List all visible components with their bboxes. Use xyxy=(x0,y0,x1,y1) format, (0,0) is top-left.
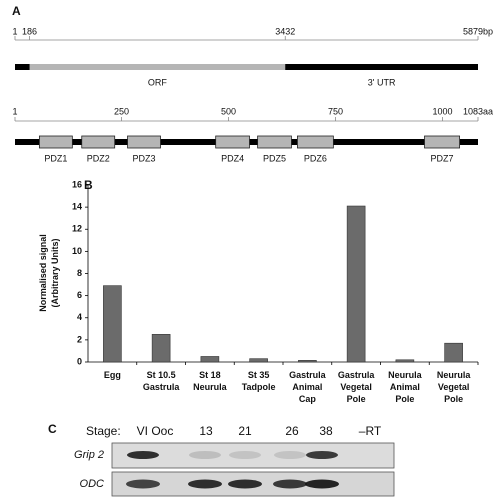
tick-label: 1 xyxy=(12,106,17,116)
x-label-line: Pole xyxy=(395,394,414,404)
gel-band xyxy=(228,479,262,489)
bar xyxy=(298,360,317,363)
pdz-domain xyxy=(215,135,250,149)
y-tick-label: 0 xyxy=(77,356,82,366)
pdz-label: PDZ3 xyxy=(133,153,156,163)
bar xyxy=(151,334,171,363)
y-label-line: Normalised signal xyxy=(38,234,48,312)
x-tick-label: St 35 Tadpole xyxy=(242,370,276,392)
x-label-line: Neurula xyxy=(193,382,228,392)
gel-band xyxy=(306,451,338,459)
lane-label: –RT xyxy=(359,424,382,438)
bar xyxy=(444,342,463,363)
x-label-line: Gastrula xyxy=(289,370,327,380)
tick-label: 186 xyxy=(22,26,37,36)
lane-label: 26 xyxy=(285,424,299,438)
bar xyxy=(346,205,366,363)
x-label-line: Gastrula xyxy=(338,370,376,380)
y-tick-label: 6 xyxy=(77,290,82,300)
pdz-domain xyxy=(81,135,116,149)
tick-label: 500 xyxy=(221,106,236,116)
y-tick-label: 16 xyxy=(72,179,82,189)
pdz-domain xyxy=(127,135,161,149)
pdz-label: PDZ5 xyxy=(263,153,286,163)
gel-band xyxy=(127,451,159,459)
bar xyxy=(395,359,415,363)
x-label-line: Pole xyxy=(444,394,463,404)
orf-region xyxy=(29,64,286,70)
pdz-domain xyxy=(38,135,73,149)
row-label: ODC xyxy=(80,478,105,490)
utr-label: 3' UTR xyxy=(368,77,396,87)
tick-label: 750 xyxy=(328,106,343,116)
x-label-line: Vegetal xyxy=(340,382,372,392)
gel-band xyxy=(188,479,222,489)
pdz-domain xyxy=(297,135,334,149)
x-tick-label: Neurula Vegetal Pole xyxy=(437,370,472,404)
y-label-line: (Arbitrary Units) xyxy=(50,238,60,307)
x-tick-label: Gastrula Vegetal Pole xyxy=(338,370,376,404)
gel-band xyxy=(274,451,306,459)
y-tick-label: 12 xyxy=(72,224,82,234)
y-tick-label: 2 xyxy=(77,334,82,344)
tick-label: 1000 xyxy=(432,106,452,116)
y-axis-label: Normalised signal (Arbitrary Units) xyxy=(38,234,60,312)
x-tick-label: Egg xyxy=(104,370,121,380)
x-label-line: Egg xyxy=(104,370,121,380)
pdz-domain xyxy=(424,135,460,149)
bar xyxy=(249,358,268,363)
lane-label: 38 xyxy=(319,424,333,438)
panel-label: A xyxy=(12,4,21,18)
x-tick-label: St 10.5 Gastrula xyxy=(143,370,181,392)
tick-label: 250 xyxy=(114,106,129,116)
x-tick-label: Gastrula Animal Cap xyxy=(289,370,327,404)
pdz-domain xyxy=(257,135,292,149)
x-label-line: St 10.5 xyxy=(147,370,176,380)
x-label-line: St 35 xyxy=(248,370,270,380)
gel-band xyxy=(189,451,221,459)
y-tick-label: 14 xyxy=(72,202,82,212)
panel-label: B xyxy=(84,178,93,192)
lane-label: VI Ooc xyxy=(137,424,174,438)
x-label-line: Gastrula xyxy=(143,382,181,392)
y-tick-label: 4 xyxy=(77,312,82,322)
tick-label: 3432 xyxy=(275,26,295,36)
gel-band xyxy=(229,451,261,459)
x-label-line: Tadpole xyxy=(242,382,276,392)
gel-band xyxy=(273,479,307,489)
tick-label: 1 xyxy=(12,26,17,36)
x-label-line: Neurula xyxy=(388,370,423,380)
row-label: Grip 2 xyxy=(74,449,104,461)
x-label-line: Pole xyxy=(347,394,366,404)
lane-label: 21 xyxy=(238,424,252,438)
pdz-label: PDZ1 xyxy=(44,153,67,163)
orf-label: ORF xyxy=(148,77,168,87)
tick-label: 1083aa xyxy=(463,106,493,116)
pdz-label: PDZ4 xyxy=(221,153,244,163)
tick-label: 5879bp xyxy=(463,26,493,36)
x-label-line: Neurula xyxy=(437,370,472,380)
stage-label: Stage: xyxy=(86,424,121,438)
x-label-line: Vegetal xyxy=(438,382,470,392)
gel-band xyxy=(126,479,160,489)
panel-label: C xyxy=(48,422,57,436)
x-label-line: Cap xyxy=(299,394,317,404)
y-tick-label: 8 xyxy=(77,268,82,278)
gel-strip xyxy=(111,442,395,469)
x-label-line: Animal xyxy=(390,382,420,392)
y-tick-label: 10 xyxy=(72,246,82,256)
pdz-label: PDZ2 xyxy=(87,153,110,163)
x-tick-label: St 18 Neurula xyxy=(193,370,228,392)
x-label-line: St 18 xyxy=(199,370,221,380)
lane-label: 13 xyxy=(199,424,213,438)
bar xyxy=(103,285,122,363)
pdz-label: PDZ6 xyxy=(304,153,327,163)
gel-band xyxy=(305,479,339,489)
bar xyxy=(200,356,220,363)
pdz-label: PDZ7 xyxy=(431,153,454,163)
x-label-line: Animal xyxy=(292,382,322,392)
x-tick-label: Neurula Animal Pole xyxy=(388,370,423,404)
